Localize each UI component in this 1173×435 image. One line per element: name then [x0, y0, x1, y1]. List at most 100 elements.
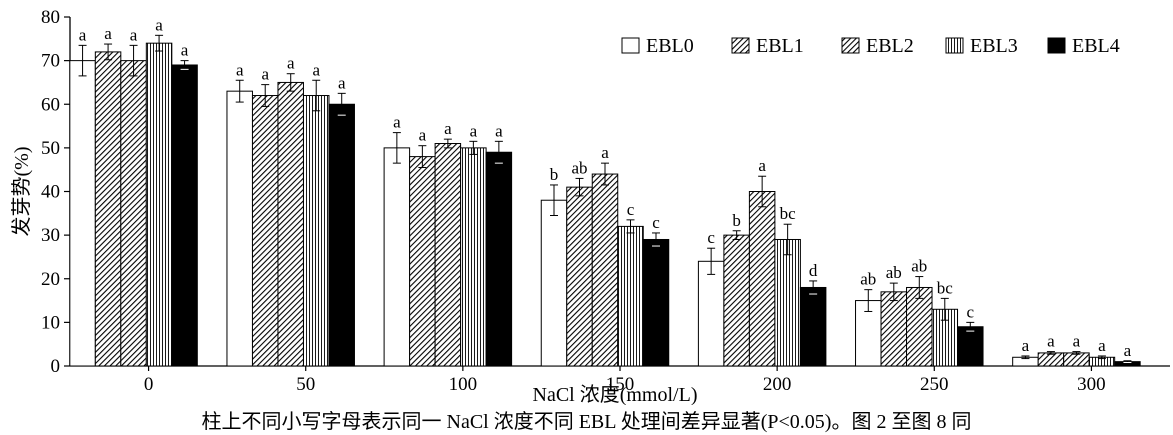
bar-ebl4-100	[485, 151, 513, 367]
y-tick-label: 10	[41, 312, 60, 333]
bar-ebl1-50	[251, 95, 279, 367]
legend-label-ebl4: EBL4	[1072, 35, 1120, 57]
legend-swatch-ebl3	[945, 37, 964, 54]
significance-letter: ab	[911, 257, 927, 276]
significance-letter: a	[79, 25, 87, 44]
bar-ebl3-0	[145, 42, 173, 367]
significance-letter: a	[312, 60, 320, 79]
bar-ebl0-150	[540, 199, 568, 367]
significance-letter: a	[419, 126, 427, 145]
legend-label-ebl2: EBL2	[866, 35, 914, 57]
y-tick-label: 50	[41, 138, 60, 159]
y-tick-label: 60	[41, 94, 60, 115]
significance-letter: a	[601, 143, 609, 162]
significance-letter: a	[758, 156, 766, 175]
significance-letter: bc	[937, 278, 954, 297]
bars	[69, 34, 1141, 367]
significance-letter: b	[732, 211, 741, 230]
bar-ebl0-100	[383, 147, 411, 367]
bar-ebl2-0	[120, 60, 147, 367]
significance-letter: ab	[860, 270, 876, 289]
bar-ebl1-250	[880, 291, 908, 367]
significance-letter: a	[1022, 336, 1030, 355]
x-tick-label: 200	[763, 374, 792, 395]
y-tick-label: 70	[41, 51, 60, 72]
legend-swatch-ebl0	[621, 37, 640, 54]
bar-ebl3-50	[302, 95, 330, 367]
y-tick-label: 20	[41, 269, 60, 290]
bar-ebl4-200	[799, 286, 827, 367]
significance-letter: a	[130, 25, 138, 44]
significance-letter: a	[181, 41, 189, 60]
bar-ebl2-250	[906, 286, 933, 367]
significance-letter: ab	[886, 263, 902, 282]
legend-swatch-ebl4	[1047, 37, 1066, 54]
y-axis-title: 发芽势(%)	[10, 147, 33, 237]
legend-label-ebl0: EBL0	[646, 35, 694, 57]
legend-swatch-ebl1	[731, 37, 750, 54]
legend-label-ebl1: EBL1	[756, 35, 804, 57]
figure-caption: 柱上不同小写字母表示同一 NaCl 浓度不同 EBL 处理间差异显著(P<0.0…	[201, 411, 972, 433]
significance-letter: a	[495, 121, 503, 140]
bar-ebl2-300	[1063, 352, 1090, 367]
significance-letter: a	[236, 60, 244, 79]
bar-ebl3-150	[617, 225, 644, 367]
significance-letter: c	[627, 200, 635, 219]
significance-letter: a	[1073, 332, 1081, 351]
significance-letter: a	[1124, 341, 1132, 360]
x-tick-label: 50	[296, 374, 315, 395]
bar-ebl0-0	[69, 60, 96, 367]
x-tick-label: 0	[144, 374, 154, 395]
bar-ebl2-50	[277, 81, 304, 367]
significance-letter: ab	[571, 158, 587, 177]
bar-ebl4-250	[957, 326, 984, 367]
bar-ebl0-200	[697, 260, 725, 367]
significance-letter: a	[338, 73, 346, 92]
bar-ebl4-150	[642, 238, 670, 367]
y-tick-label: 80	[41, 7, 60, 28]
bar-ebl2-150	[591, 173, 619, 367]
bar-ebl1-0	[94, 51, 122, 367]
significance-letter: c	[652, 213, 660, 232]
significance-letter: d	[809, 261, 818, 280]
bar-ebl1-300	[1037, 352, 1065, 367]
bar-ebl1-200	[723, 234, 750, 367]
significance-letter: bc	[780, 204, 797, 223]
legend-label-ebl3: EBL3	[970, 35, 1018, 57]
x-tick-label: 250	[920, 374, 949, 395]
x-tick-label: 100	[449, 374, 478, 395]
significance-letter: a	[393, 113, 401, 132]
significance-letter: a	[470, 121, 478, 140]
significance-letter: a	[261, 65, 269, 84]
legend: EBL0 EBL1 EBL2 EBL3 EBL4	[621, 35, 1120, 57]
significance-letter: a	[1047, 332, 1055, 351]
bar-ebl4-50	[328, 103, 355, 367]
bar-ebl4-0	[171, 64, 198, 367]
y-tick-label: 0	[51, 356, 61, 377]
bar-ebl3-100	[460, 147, 487, 367]
significance-letter: a	[1098, 336, 1106, 355]
bar-ebl2-200	[748, 191, 776, 367]
significance-letter: c	[707, 228, 715, 247]
bar-ebl2-100	[434, 143, 462, 367]
x-tick-label: 150	[606, 374, 635, 395]
significance-letter: a	[104, 24, 112, 43]
significance-letter: a	[444, 119, 452, 138]
axes: 0 10 20 30 40 50 60 70 80 0 50 100 150 200 250 300	[41, 7, 1170, 395]
y-tick-label: 40	[41, 182, 60, 203]
bar-ebl3-200	[774, 238, 801, 367]
significance-letter: c	[967, 302, 975, 321]
significance-letter: b	[550, 165, 559, 184]
x-tick-label: 300	[1077, 374, 1106, 395]
bar-ebl1-100	[409, 156, 436, 367]
legend-swatch-ebl2	[841, 37, 860, 54]
significance-letter: a	[155, 15, 163, 34]
x-axis-title: NaCl 浓度(mmol/L)	[533, 383, 698, 405]
significance-letter: a	[287, 54, 295, 73]
bar-ebl0-50	[226, 90, 253, 367]
bar-ebl1-150	[566, 186, 593, 367]
y-tick-label: 30	[41, 225, 60, 246]
